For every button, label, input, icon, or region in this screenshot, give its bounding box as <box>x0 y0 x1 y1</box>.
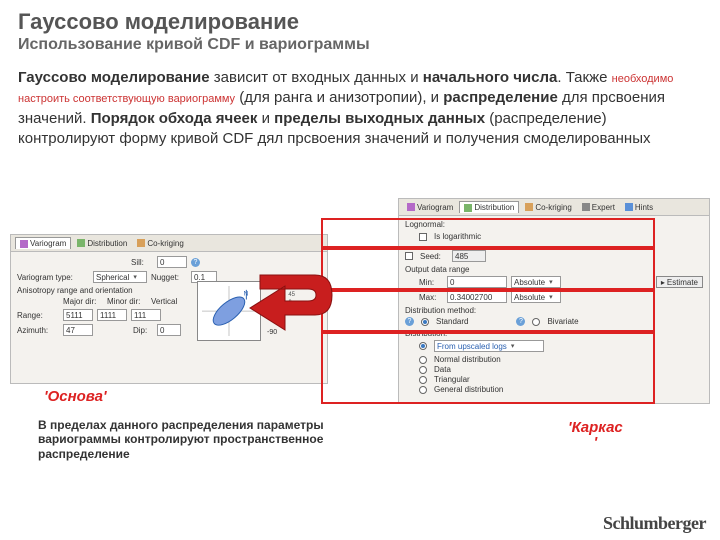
distribution-panel: Variogram Distribution Co-kriging Expert… <box>398 198 710 404</box>
sill-input[interactable]: 0 <box>157 256 187 268</box>
page-subtitle: Использование кривой CDF и вариограммы <box>18 36 702 54</box>
seed-input[interactable]: 485 <box>452 250 486 262</box>
azimuth-input[interactable]: 47 <box>63 324 93 336</box>
tab-hints[interactable]: Hints <box>621 202 657 213</box>
range-minor-input[interactable]: 1111 <box>97 309 127 321</box>
distribution-icon <box>77 239 85 247</box>
seed-label: Seed: <box>420 252 448 261</box>
standard-radio[interactable] <box>421 318 429 326</box>
dip-input[interactable]: 0 <box>157 324 181 336</box>
u-turn-arrow <box>240 260 340 340</box>
max-mode-select[interactable]: Absolute <box>511 291 561 303</box>
schlumberger-logo: Schlumberger <box>603 513 706 534</box>
col-major: Major dir: <box>63 297 103 306</box>
opt-gen-label: General distribution <box>434 385 503 394</box>
dist-sel-radio[interactable] <box>419 342 427 350</box>
opt-data-radio[interactable] <box>419 366 427 374</box>
nugget-label: Nugget: <box>151 273 187 282</box>
tab-expert[interactable]: Expert <box>578 202 619 213</box>
max-label: Max: <box>419 293 443 302</box>
left-toolbar: Variogram Distribution Co-kriging <box>11 235 327 252</box>
page-title: Гауссово моделирование <box>18 10 702 34</box>
dist-method-title: Distribution method: <box>405 306 703 315</box>
min-label: Min: <box>419 278 443 287</box>
bottom-note: В пределах данного распределения парамет… <box>38 418 368 461</box>
help-icon[interactable]: ? <box>516 317 525 326</box>
range-vertical-input[interactable]: 111 <box>131 309 161 321</box>
opt-normal-label: Normal distribution <box>434 355 501 364</box>
bivariate-label: Bivariate <box>547 317 578 326</box>
tab-cokriging-r[interactable]: Co-kriging <box>521 202 575 213</box>
min-input[interactable]: 0 <box>447 276 507 288</box>
help-icon[interactable]: ? <box>191 258 200 267</box>
right-toolbar: Variogram Distribution Co-kriging Expert… <box>399 199 709 216</box>
tab-variogram-r[interactable]: Variogram <box>403 202 457 213</box>
hints-icon <box>625 203 633 211</box>
expert-icon <box>582 203 590 211</box>
opt-tri-radio[interactable] <box>419 376 427 384</box>
karkas-label: 'Каркас' <box>568 420 623 450</box>
tab-distribution[interactable]: Distribution <box>73 238 131 249</box>
variogram-icon <box>407 203 415 211</box>
opt-normal-radio[interactable] <box>419 356 427 364</box>
col-vertical: Vertical <box>151 297 191 306</box>
vtype-label: Variogram type: <box>17 273 89 282</box>
min-mode-select[interactable]: Absolute <box>511 276 561 288</box>
range-label: Range: <box>17 311 59 320</box>
standard-label: Standard <box>436 317 468 326</box>
estimate-button[interactable]: ▸ Estimate <box>656 276 703 288</box>
help-icon[interactable]: ? <box>405 317 414 326</box>
col-minor: Minor dir: <box>107 297 147 306</box>
distribution-label: Distribution: <box>405 329 703 338</box>
lognormal-label: Lognormal: <box>405 220 459 229</box>
azimuth-label: Azimuth: <box>17 326 59 335</box>
distribution-select[interactable]: From upscaled logs <box>434 340 544 352</box>
cokriging-icon <box>525 203 533 211</box>
sill-label: Sill: <box>131 258 153 267</box>
opt-data-label: Data <box>434 365 451 374</box>
opt-gen-radio[interactable] <box>419 386 427 394</box>
bivariate-radio[interactable] <box>532 318 540 326</box>
tab-variogram[interactable]: Variogram <box>15 237 71 249</box>
tab-distribution-r[interactable]: Distribution <box>459 201 519 213</box>
is-log-checkbox[interactable] <box>419 233 427 241</box>
output-range-title: Output data range <box>405 265 703 274</box>
osnova-label: 'Основа' <box>44 388 107 405</box>
max-input[interactable]: 0.34002700 <box>447 291 507 303</box>
tab-cokriging[interactable]: Co-kriging <box>133 238 187 249</box>
opt-tri-label: Triangular <box>434 375 470 384</box>
range-major-input[interactable]: 5111 <box>63 309 93 321</box>
cokriging-icon <box>137 239 145 247</box>
vtype-select[interactable]: Spherical <box>93 271 147 283</box>
seed-checkbox[interactable] <box>405 252 413 260</box>
variogram-icon <box>20 240 28 248</box>
body-paragraph: Гауссово моделирование зависит от входны… <box>18 68 702 149</box>
distribution-icon <box>464 204 472 212</box>
dip-label: Dip: <box>133 326 153 335</box>
is-log-label: Is logarithmic <box>434 232 481 241</box>
